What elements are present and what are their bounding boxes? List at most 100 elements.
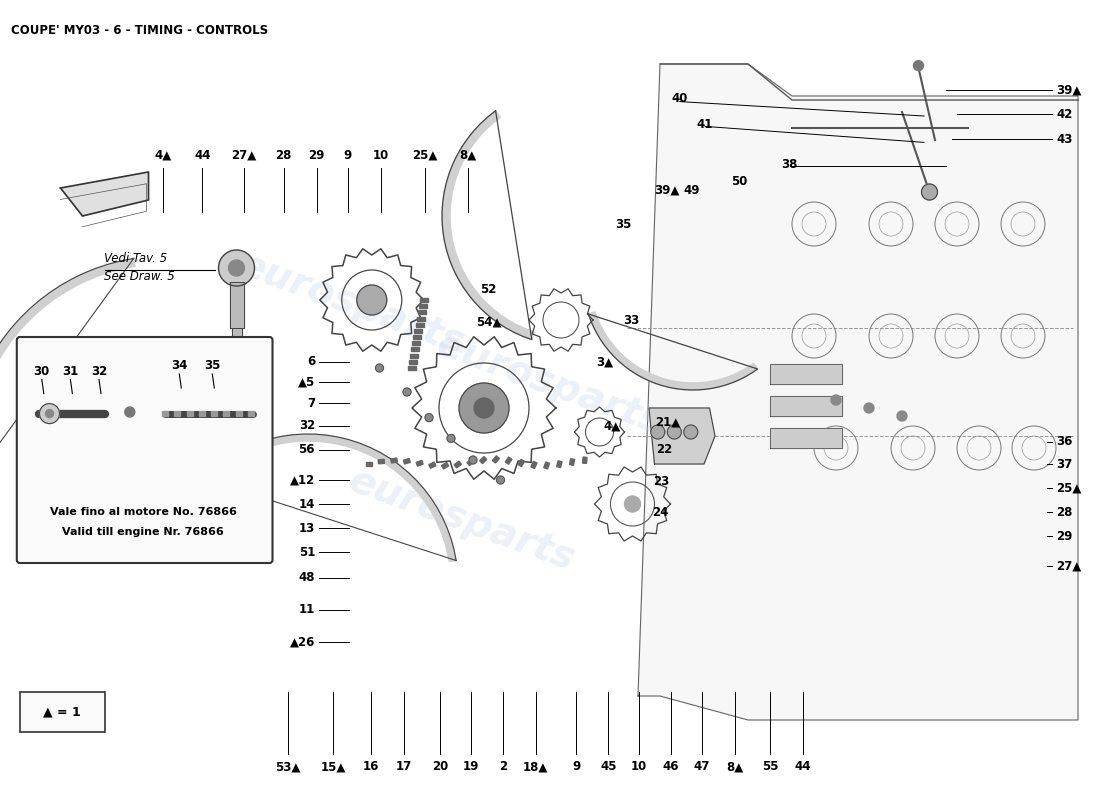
Bar: [480, 457, 486, 464]
Bar: [770, 396, 842, 416]
Text: 44: 44: [794, 760, 812, 774]
Text: 9: 9: [343, 149, 352, 162]
Circle shape: [651, 425, 664, 439]
Polygon shape: [232, 392, 241, 408]
Circle shape: [469, 456, 477, 464]
Text: 30: 30: [34, 365, 50, 378]
Text: 55: 55: [761, 760, 779, 774]
Text: 28: 28: [1056, 506, 1072, 518]
Text: 52: 52: [481, 283, 496, 296]
Polygon shape: [60, 172, 148, 216]
Bar: [235, 411, 242, 416]
Circle shape: [830, 395, 842, 405]
Circle shape: [459, 383, 509, 433]
Text: 11: 11: [299, 603, 315, 616]
Text: eurosparts: eurosparts: [431, 326, 669, 442]
Text: 41: 41: [697, 118, 713, 130]
Text: 48: 48: [298, 571, 315, 584]
Bar: [378, 459, 385, 464]
Text: 25▲: 25▲: [411, 149, 438, 162]
Text: 3▲: 3▲: [596, 355, 614, 368]
Bar: [211, 411, 217, 416]
Text: 29: 29: [309, 149, 324, 162]
Text: 44: 44: [195, 149, 211, 162]
Polygon shape: [230, 282, 243, 328]
Text: 33: 33: [624, 314, 639, 326]
Circle shape: [40, 403, 59, 424]
Bar: [408, 366, 416, 370]
Circle shape: [922, 184, 937, 200]
Text: 17: 17: [396, 760, 411, 774]
Bar: [419, 304, 427, 308]
Text: 40: 40: [672, 92, 688, 105]
Text: 29: 29: [1056, 530, 1072, 542]
Text: 27▲: 27▲: [1056, 560, 1081, 573]
Polygon shape: [202, 434, 456, 562]
Text: 2: 2: [498, 760, 507, 774]
Circle shape: [896, 411, 907, 421]
Text: 10: 10: [373, 149, 388, 162]
Text: 56: 56: [298, 443, 315, 456]
Bar: [570, 458, 574, 466]
Bar: [416, 460, 424, 466]
Text: 19: 19: [463, 760, 478, 774]
Polygon shape: [442, 111, 535, 340]
Polygon shape: [649, 408, 715, 464]
Text: 4▲: 4▲: [154, 149, 172, 162]
Text: ▲26: ▲26: [289, 635, 315, 648]
Text: ▲5: ▲5: [298, 376, 315, 389]
FancyBboxPatch shape: [16, 337, 273, 563]
Text: 4▲: 4▲: [603, 420, 620, 433]
Text: 43: 43: [1056, 133, 1072, 146]
Bar: [199, 411, 205, 416]
Text: 14: 14: [298, 498, 315, 510]
Text: 39▲: 39▲: [653, 184, 680, 197]
Circle shape: [425, 414, 433, 422]
Text: 27▲: 27▲: [232, 149, 256, 162]
Text: 7: 7: [307, 397, 315, 410]
Bar: [418, 310, 426, 314]
Circle shape: [864, 403, 874, 413]
Bar: [416, 322, 424, 326]
Text: 46: 46: [662, 760, 680, 774]
Text: 38: 38: [782, 158, 797, 170]
Bar: [531, 462, 537, 469]
Polygon shape: [638, 64, 1078, 720]
Circle shape: [356, 285, 387, 315]
Bar: [415, 329, 422, 333]
Text: 53▲: 53▲: [275, 760, 301, 774]
Text: 9: 9: [572, 760, 581, 774]
Text: 8▲: 8▲: [459, 149, 476, 162]
Text: eurosparts: eurosparts: [343, 462, 581, 578]
Text: 34: 34: [172, 359, 187, 372]
Bar: [466, 458, 474, 466]
Text: 49: 49: [683, 184, 700, 197]
Bar: [365, 462, 372, 466]
Circle shape: [403, 388, 411, 396]
Text: 10: 10: [631, 760, 647, 774]
Text: Vedi Tav. 5
See Draw. 5: Vedi Tav. 5 See Draw. 5: [104, 252, 175, 283]
Text: 50: 50: [732, 175, 747, 188]
Text: 39▲: 39▲: [1056, 83, 1081, 96]
Bar: [414, 335, 421, 339]
Text: Valid till engine Nr. 76866: Valid till engine Nr. 76866: [62, 527, 224, 537]
Bar: [223, 411, 229, 416]
Circle shape: [375, 364, 384, 372]
Text: 37: 37: [1056, 458, 1072, 470]
Text: 54▲: 54▲: [475, 316, 502, 329]
Text: ▲ = 1: ▲ = 1: [43, 706, 81, 718]
Bar: [441, 462, 449, 469]
Bar: [187, 411, 192, 416]
Bar: [162, 411, 168, 416]
Bar: [412, 342, 420, 346]
Text: 31: 31: [63, 365, 78, 378]
Bar: [420, 298, 428, 302]
Bar: [518, 459, 525, 466]
Circle shape: [684, 425, 697, 439]
Bar: [390, 458, 397, 463]
Circle shape: [447, 434, 455, 442]
Text: Vale fino al motore No. 76866: Vale fino al motore No. 76866: [50, 507, 236, 517]
Bar: [770, 428, 842, 448]
Text: 8▲: 8▲: [726, 760, 744, 774]
Text: 42: 42: [1056, 108, 1072, 121]
